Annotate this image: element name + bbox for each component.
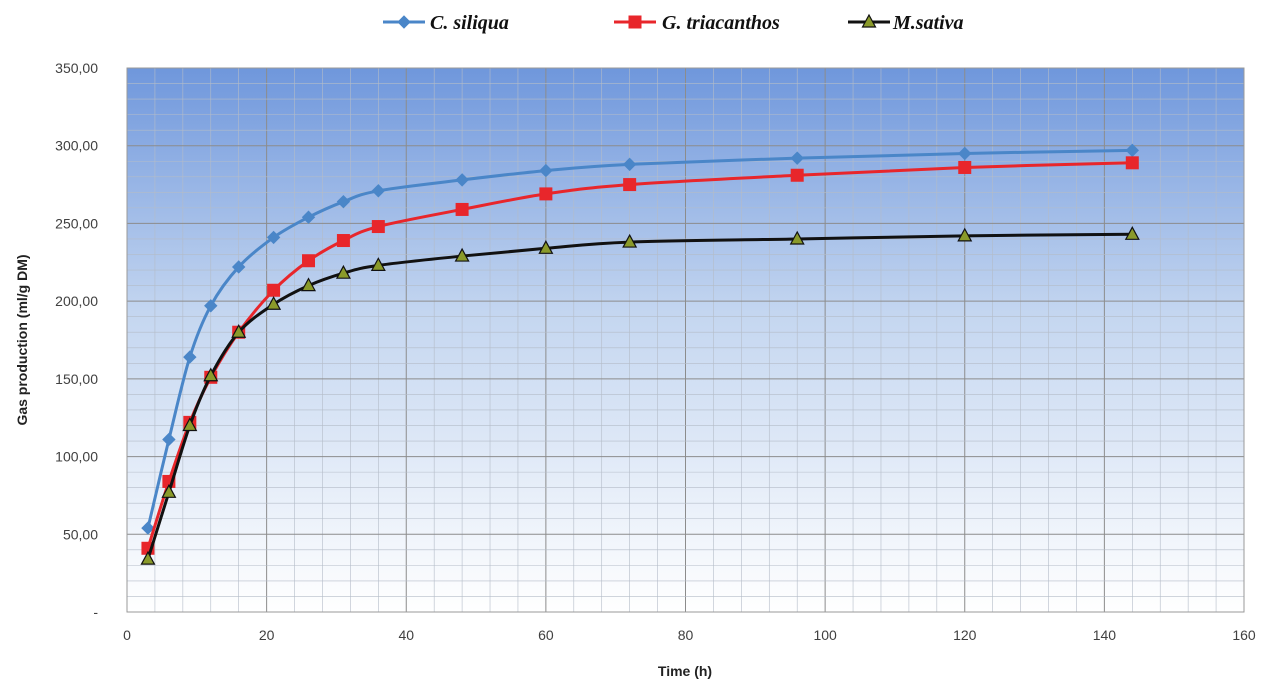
data-point xyxy=(141,521,155,535)
data-point xyxy=(622,157,637,172)
x-tick-label: 20 xyxy=(259,627,275,643)
grid-lines xyxy=(126,67,1245,613)
data-point xyxy=(267,283,281,297)
legend-label: G. triacanthos xyxy=(662,12,780,34)
data-point xyxy=(397,15,411,29)
data-point xyxy=(957,227,973,242)
y-axis-title: Gas production (ml/g DM) xyxy=(14,254,30,425)
data-point xyxy=(789,230,805,245)
data-point xyxy=(538,240,554,254)
data-point xyxy=(204,299,218,313)
series-c-siliqua xyxy=(141,143,1140,535)
x-tick-label: 80 xyxy=(678,627,694,643)
data-point xyxy=(266,295,282,310)
data-point xyxy=(861,13,877,28)
data-point xyxy=(371,184,386,198)
series-m-sativa xyxy=(140,226,1140,565)
y-tick-label: 350,00 xyxy=(55,60,98,76)
y-tick-label: 100,00 xyxy=(55,449,98,465)
data-point xyxy=(336,194,351,209)
data-point xyxy=(203,367,219,382)
data-point xyxy=(455,173,469,187)
data-point xyxy=(231,260,246,274)
data-point xyxy=(958,146,972,161)
series-layer xyxy=(140,143,1140,565)
data-point xyxy=(183,350,197,364)
data-point xyxy=(162,432,176,447)
data-point xyxy=(336,234,350,248)
x-axis-ticks: 0 20 40 60 80 100 120 140 160 xyxy=(123,627,1256,643)
x-tick-label: 100 xyxy=(813,627,837,643)
data-point xyxy=(539,187,553,201)
x-tick-label: 0 xyxy=(123,627,131,643)
data-point xyxy=(958,160,972,174)
data-point xyxy=(454,247,470,262)
y-axis-ticks: - 50,00 100,00 150,00 200,00 250,00 300,00 350,… xyxy=(55,60,98,620)
data-point xyxy=(231,323,247,338)
data-point xyxy=(266,230,281,245)
x-tick-label: 40 xyxy=(398,627,414,643)
legend-label: M.sativa xyxy=(892,12,964,34)
y-tick-label: 200,00 xyxy=(55,293,98,309)
y-tick-label: 300,00 xyxy=(55,138,98,154)
data-point xyxy=(140,550,156,565)
data-point xyxy=(301,277,317,292)
data-point xyxy=(301,210,316,224)
data-point xyxy=(1125,156,1139,170)
x-axis-title: Time (h) xyxy=(658,663,712,679)
data-point xyxy=(790,168,804,182)
y-tick-label: 150,00 xyxy=(55,371,98,387)
y-tick-label: 250,00 xyxy=(55,215,98,231)
legend-entry: G. triacanthos xyxy=(614,12,780,34)
data-point xyxy=(1124,226,1140,240)
legend-entry: C. siliqua xyxy=(383,12,509,34)
data-point xyxy=(628,15,642,29)
data-point xyxy=(623,178,637,192)
data-point xyxy=(370,257,386,271)
data-point xyxy=(790,151,804,165)
data-point xyxy=(622,233,638,248)
plot-border xyxy=(126,67,1245,613)
y-tick-label: 50,00 xyxy=(63,526,98,542)
data-point xyxy=(539,163,553,178)
data-point xyxy=(161,484,177,498)
data-point xyxy=(371,220,385,234)
data-point xyxy=(302,254,316,268)
legend: C. siliqua G. triacanthos M.sativa xyxy=(383,12,964,34)
data-point xyxy=(455,202,469,216)
y-tick-label: - xyxy=(93,604,98,620)
x-tick-label: 60 xyxy=(538,627,554,643)
data-point xyxy=(335,264,351,279)
x-tick-label: 140 xyxy=(1093,627,1117,643)
x-tick-label: 120 xyxy=(953,627,977,643)
x-tick-label: 160 xyxy=(1232,627,1256,643)
legend-entry: M.sativa xyxy=(848,12,964,34)
data-point xyxy=(182,417,198,432)
legend-label: C. siliqua xyxy=(430,12,509,34)
